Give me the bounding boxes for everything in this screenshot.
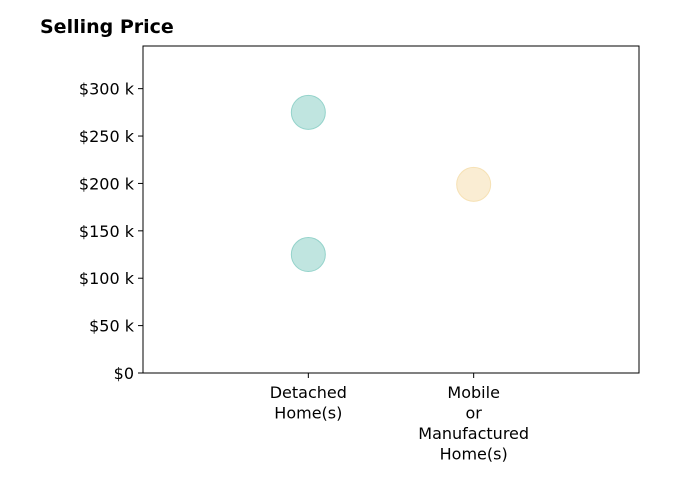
y-tick-label: $300 k [79,80,135,99]
y-tick-label: $250 k [79,127,135,146]
y-tick-label: $150 k [79,222,135,241]
y-tick-label: $100 k [79,269,135,288]
chart-title: Selling Price [40,16,174,38]
x-axis: Detached Home(s) Mobile or Manufactured Home(… [270,373,529,464]
data-point-0 [290,94,326,130]
y-tick-label: $0 [114,364,134,383]
y-tick-label: $50 k [89,317,135,336]
x-tick-label: Mobile or Manufactured Home(s) [418,383,529,464]
y-axis: $0 $50 k $100 k $150 k $200 k $250 k $300 k [79,80,143,383]
data-point-2 [456,166,492,202]
y-tick-label: $200 k [79,174,135,193]
data-points [290,94,492,273]
data-point-1 [290,237,326,273]
plot-frame [142,45,640,374]
x-tick-label: Detached Home(s) [270,383,347,423]
